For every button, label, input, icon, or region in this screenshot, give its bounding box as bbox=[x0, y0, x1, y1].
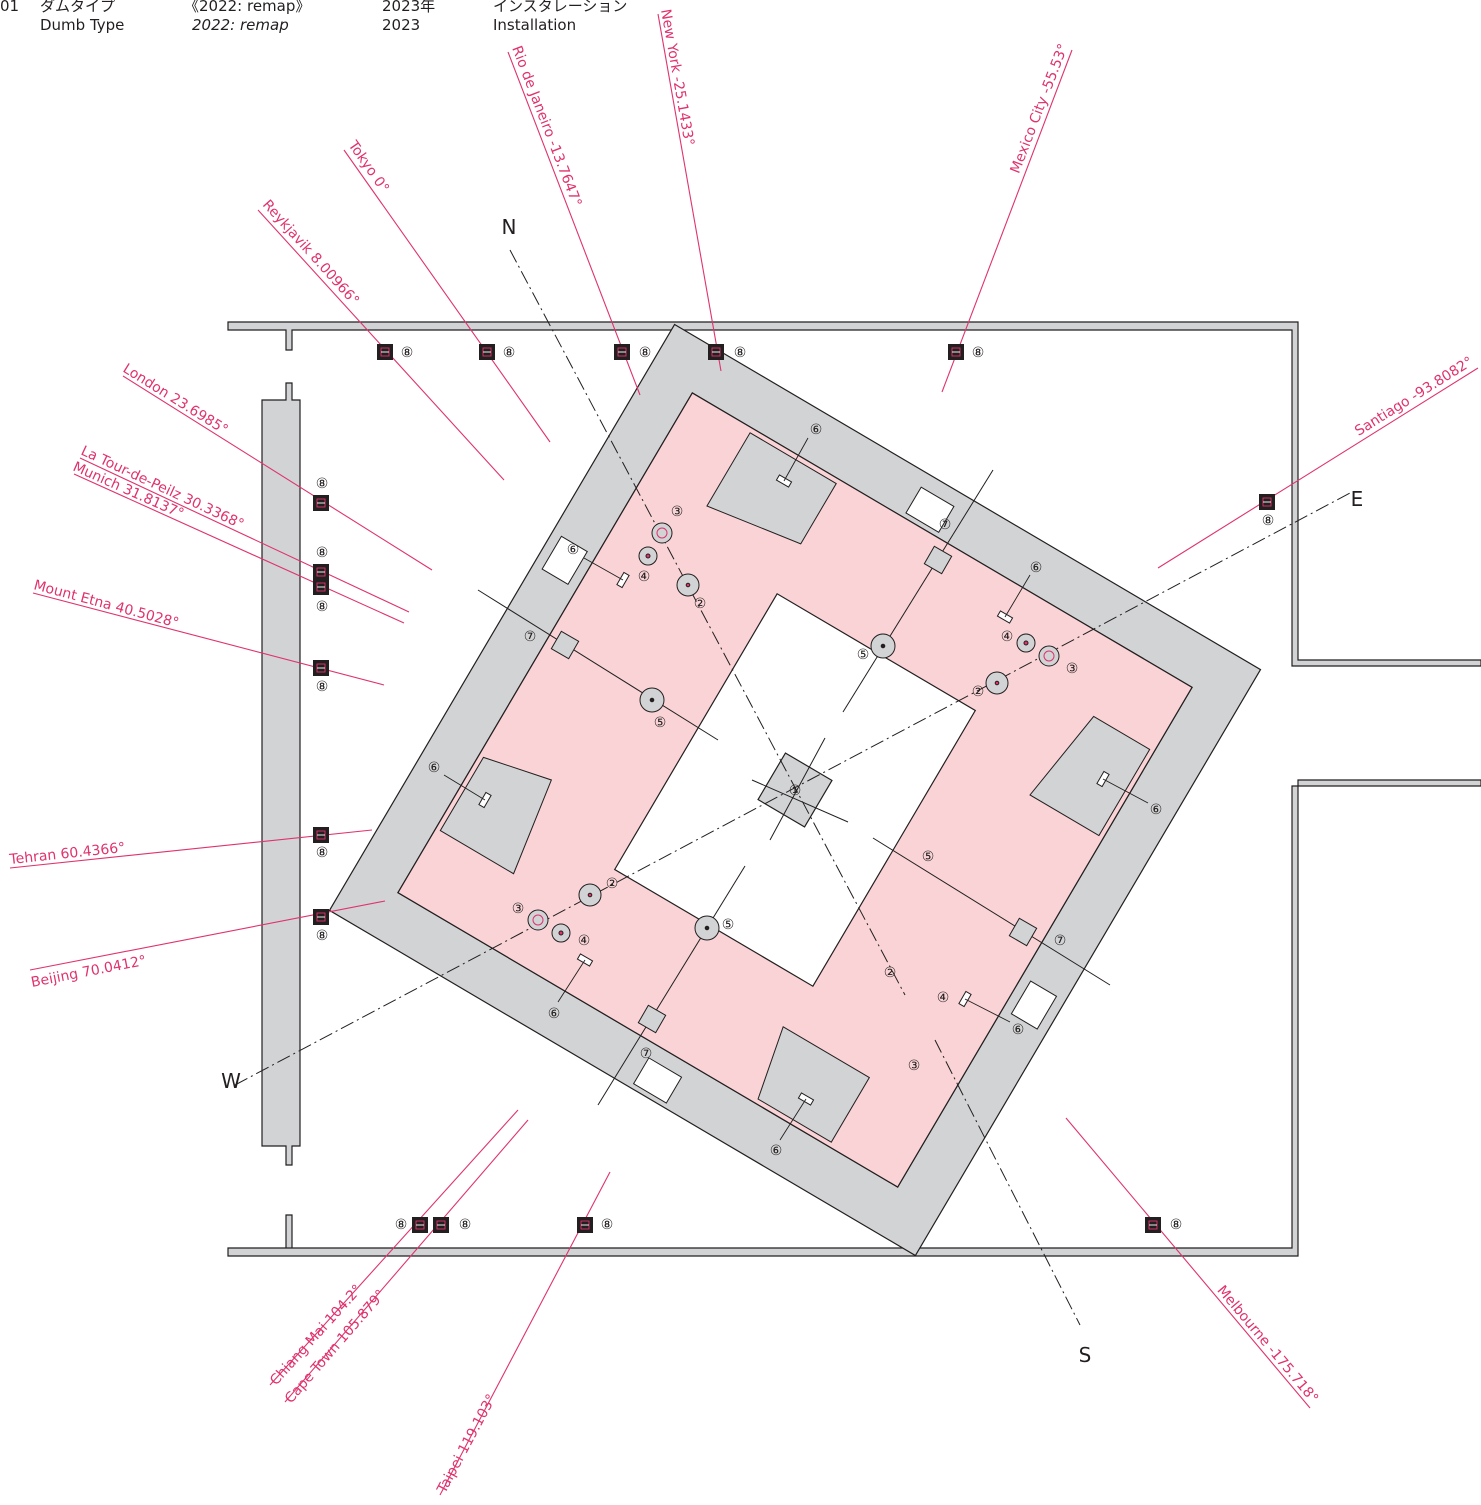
marker-8: ⑧ bbox=[459, 1217, 472, 1233]
compass: N E S W bbox=[221, 215, 1363, 1367]
marker-5: ⑤ bbox=[857, 647, 870, 663]
city-label-mount-etna: Mount Etna 40.5028° bbox=[32, 577, 181, 631]
marker-6: ⑥ bbox=[1012, 1022, 1025, 1038]
marker-6: ⑥ bbox=[1030, 560, 1043, 576]
city-label-london: London 23.6985° bbox=[120, 361, 231, 439]
fixture-leaders bbox=[443, 437, 1149, 1141]
marker-2: ② bbox=[972, 684, 985, 700]
north-wall bbox=[227, 321, 1481, 667]
pink-zone bbox=[397, 392, 1193, 1188]
marker-2: ② bbox=[606, 876, 619, 892]
caption-medium-en: Installation bbox=[493, 16, 577, 34]
marker-6: ⑥ bbox=[810, 422, 823, 438]
city-label-mexico-city: Mexico City -55.53° bbox=[1008, 42, 1072, 176]
marker-5: ⑤ bbox=[722, 917, 735, 933]
city-label-rio-de-janeiro: Rio de Janeiro -13.7647° bbox=[508, 44, 584, 209]
marker-3: ③ bbox=[908, 1058, 921, 1074]
marker-7: ⑦ bbox=[939, 517, 952, 533]
door-openings bbox=[541, 486, 1058, 1104]
marker-8: ⑧ bbox=[316, 845, 329, 861]
marker-6: ⑥ bbox=[1150, 802, 1163, 818]
marker-8: ⑧ bbox=[601, 1217, 614, 1233]
marker-8: ⑧ bbox=[316, 679, 329, 695]
city-labels: New York -25.1433° Rio de Janeiro -13.76… bbox=[8, 8, 1476, 1497]
marker-8: ⑧ bbox=[972, 345, 985, 361]
marker-6: ⑥ bbox=[548, 1006, 561, 1022]
marker-3: ③ bbox=[1066, 661, 1079, 677]
marker-8: ⑧ bbox=[1170, 1217, 1183, 1233]
marker-4: ④ bbox=[937, 990, 950, 1006]
marker-3: ③ bbox=[512, 901, 525, 917]
marker-4: ④ bbox=[638, 569, 651, 585]
central-room bbox=[328, 323, 1262, 1257]
marker-8: ⑧ bbox=[734, 345, 747, 361]
number-markers: ① ② ② ② ② ③ ③ ③ ③ ④ ④ ④ ④ ⑤ ⑤ ⑤ ⑤ ⑥ ⑥ ⑥ … bbox=[316, 345, 1275, 1233]
compass-west: W bbox=[221, 1069, 241, 1093]
caption-year-ja: 2023年 bbox=[382, 0, 436, 15]
caption-title-ja: 《2022: remap》 bbox=[184, 0, 311, 15]
city-label-tehran: Tehran 60.4366° bbox=[8, 840, 126, 868]
compass-east: E bbox=[1351, 487, 1364, 511]
marker-8: ⑧ bbox=[395, 1217, 408, 1233]
marker-8: ⑧ bbox=[639, 345, 652, 361]
gallery-walls bbox=[227, 321, 1481, 1257]
marker-7: ⑦ bbox=[524, 629, 537, 645]
marker-5: ⑤ bbox=[922, 849, 935, 865]
marker-8: ⑧ bbox=[316, 476, 329, 492]
city-label-new-york: New York -25.1433° bbox=[657, 8, 697, 147]
marker-8: ⑧ bbox=[316, 545, 329, 561]
marker-4: ④ bbox=[1001, 629, 1014, 645]
city-label-melbourne: Melbourne -175.718° bbox=[1214, 1283, 1322, 1407]
marker-1: ① bbox=[789, 783, 802, 799]
city-label-taipei: Taipei 119.103° bbox=[434, 1392, 500, 1497]
ceiling-panels bbox=[439, 432, 1151, 1143]
caption-number: 01 bbox=[0, 0, 20, 15]
marker-5: ⑤ bbox=[654, 715, 667, 731]
compass-north: N bbox=[502, 215, 517, 239]
marker-6: ⑥ bbox=[770, 1143, 783, 1159]
caption-artist-ja: ダムタイプ bbox=[40, 0, 116, 15]
projector-units bbox=[550, 545, 1038, 1034]
marker-8: ⑧ bbox=[316, 599, 329, 615]
axes bbox=[234, 249, 1351, 1326]
marker-4: ④ bbox=[578, 933, 591, 949]
circle-fixtures bbox=[527, 522, 1060, 943]
caption-medium-ja: インスタレーション bbox=[493, 0, 628, 15]
city-lines bbox=[9, 13, 1479, 1496]
caption-year-en: 2023 bbox=[382, 16, 421, 34]
caption-artist-en: Dumb Type bbox=[40, 16, 125, 34]
city-label-santiago: Santiago -93.8082° bbox=[1352, 354, 1476, 440]
compass-south: S bbox=[1079, 1343, 1092, 1367]
city-label-tokyo: Tokyo 0° bbox=[344, 137, 392, 196]
west-partition bbox=[261, 382, 301, 1166]
marker-8: ⑧ bbox=[401, 345, 414, 361]
marker-2: ② bbox=[884, 965, 897, 981]
marker-8: ⑧ bbox=[316, 928, 329, 944]
marker-8: ⑧ bbox=[1262, 513, 1275, 529]
guide-lines bbox=[477, 469, 1111, 1106]
marker-2: ② bbox=[694, 596, 707, 612]
marker-3: ③ bbox=[671, 504, 684, 520]
marker-7: ⑦ bbox=[640, 1046, 653, 1062]
marker-6: ⑥ bbox=[567, 542, 580, 558]
marker-8: ⑧ bbox=[503, 345, 516, 361]
center-plinth bbox=[757, 752, 833, 828]
caption-title-en: 2022: remap bbox=[192, 16, 289, 34]
marker-7: ⑦ bbox=[1054, 933, 1067, 949]
marker-6: ⑥ bbox=[428, 760, 441, 776]
city-label-reykjavik: Reykjavik 8.00966° bbox=[259, 197, 362, 309]
south-wall bbox=[227, 779, 1481, 1257]
